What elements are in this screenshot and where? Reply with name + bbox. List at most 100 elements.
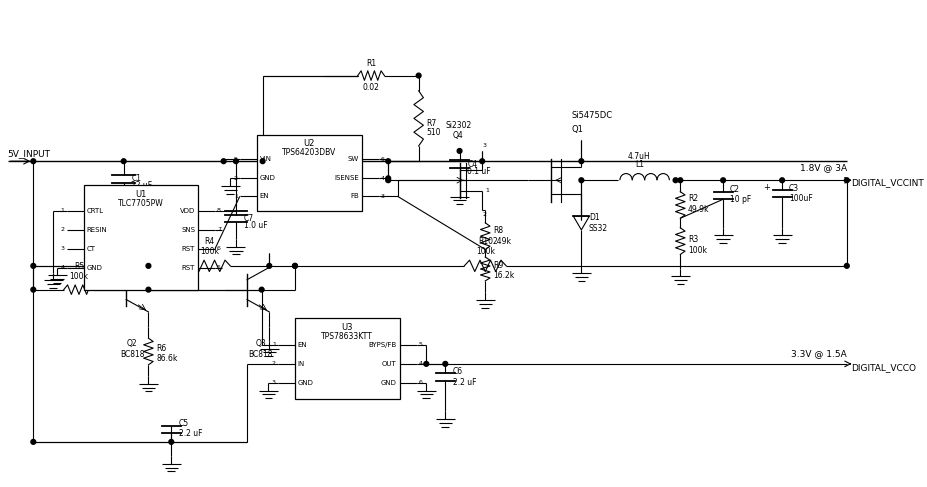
Text: GND: GND — [298, 380, 313, 386]
Text: C4: C4 — [466, 160, 476, 169]
Bar — [295, 318, 400, 399]
Text: 7: 7 — [217, 227, 221, 232]
Text: GND: GND — [380, 380, 397, 386]
Bar — [83, 185, 197, 290]
Text: VIN: VIN — [260, 156, 272, 162]
Text: 5: 5 — [217, 265, 221, 270]
Circle shape — [169, 439, 173, 444]
Text: Q4: Q4 — [452, 131, 464, 140]
Text: EN: EN — [260, 193, 269, 199]
Text: CRTL: CRTL — [86, 207, 104, 214]
Text: U2: U2 — [303, 139, 314, 149]
Circle shape — [386, 178, 390, 183]
Text: 22 uF: 22 uF — [131, 182, 152, 190]
Text: RESIN: RESIN — [86, 227, 108, 233]
Text: 3: 3 — [60, 246, 65, 251]
Text: 5V_INPUT: 5V_INPUT — [7, 150, 51, 158]
Text: 3: 3 — [482, 143, 487, 148]
Text: +: + — [762, 183, 768, 192]
Text: VDD: VDD — [180, 207, 195, 214]
Text: 1: 1 — [234, 194, 237, 199]
Text: 1.0 uF: 1.0 uF — [243, 222, 267, 230]
Circle shape — [442, 361, 447, 366]
Text: 3: 3 — [272, 380, 275, 385]
Text: C5
2.2 uF: C5 2.2 uF — [179, 419, 202, 438]
Circle shape — [386, 176, 390, 181]
Text: 1: 1 — [272, 342, 275, 347]
Circle shape — [479, 159, 484, 164]
Text: 8: 8 — [217, 208, 221, 213]
Circle shape — [146, 287, 151, 292]
Text: 2: 2 — [482, 212, 487, 217]
Circle shape — [121, 159, 126, 164]
Text: EN: EN — [298, 342, 307, 348]
Text: R6
86.6k: R6 86.6k — [156, 344, 177, 363]
Text: 6: 6 — [380, 157, 384, 162]
Circle shape — [234, 159, 238, 164]
Text: TPS78633KTT: TPS78633KTT — [321, 333, 373, 341]
Text: GND: GND — [260, 175, 275, 181]
Text: 510: 510 — [425, 128, 440, 137]
Text: Q2
BC818: Q2 BC818 — [120, 339, 145, 358]
Text: Q1: Q1 — [571, 125, 582, 133]
Text: 1: 1 — [61, 208, 65, 213]
Circle shape — [578, 178, 583, 183]
Text: R1: R1 — [365, 59, 375, 68]
Circle shape — [259, 287, 264, 292]
Text: R9
16.2k: R9 16.2k — [492, 261, 514, 280]
Bar — [257, 134, 362, 211]
Text: C7: C7 — [243, 214, 253, 223]
Text: R8
249k: R8 249k — [492, 226, 512, 246]
Circle shape — [416, 73, 421, 78]
Text: 5: 5 — [418, 342, 422, 347]
Text: FB: FB — [349, 193, 359, 199]
Text: 4.7uH: 4.7uH — [628, 152, 650, 161]
Text: R10
100k: R10 100k — [476, 237, 494, 256]
Text: RST: RST — [182, 246, 195, 252]
Text: 2: 2 — [234, 176, 237, 181]
Circle shape — [844, 263, 848, 268]
Text: 6: 6 — [217, 246, 221, 251]
Text: RST: RST — [182, 265, 195, 271]
Circle shape — [146, 263, 151, 268]
Text: 5: 5 — [234, 157, 237, 162]
Text: 2: 2 — [272, 361, 275, 366]
Text: L1: L1 — [634, 160, 643, 169]
Circle shape — [292, 263, 297, 268]
Circle shape — [578, 159, 583, 164]
Text: 4: 4 — [60, 265, 65, 270]
Text: U3: U3 — [341, 323, 352, 332]
Circle shape — [844, 178, 848, 183]
Circle shape — [779, 178, 783, 183]
Text: C3
100uF: C3 100uF — [788, 184, 812, 203]
Text: DIGITAL_VCCO: DIGITAL_VCCO — [851, 363, 916, 372]
Text: TPS64203DBV: TPS64203DBV — [282, 148, 336, 157]
Circle shape — [386, 159, 390, 164]
Circle shape — [260, 159, 265, 164]
Text: 2: 2 — [60, 227, 65, 232]
Text: C6
2.2 uF: C6 2.2 uF — [452, 368, 476, 387]
Text: R5
100k: R5 100k — [70, 262, 88, 281]
Circle shape — [31, 287, 35, 292]
Text: 4: 4 — [418, 361, 422, 366]
Text: R2
49.9k: R2 49.9k — [687, 194, 708, 214]
Text: SNS: SNS — [181, 227, 195, 233]
Circle shape — [678, 178, 682, 183]
Text: Q3
BC818: Q3 BC818 — [248, 339, 273, 358]
Text: Si5475DC: Si5475DC — [571, 112, 612, 120]
Text: 1.8V @ 3A: 1.8V @ 3A — [799, 164, 846, 172]
Circle shape — [424, 361, 428, 366]
Text: 3: 3 — [380, 194, 384, 199]
Text: C2
10 pF: C2 10 pF — [729, 185, 750, 204]
Circle shape — [31, 439, 35, 444]
Text: 6: 6 — [418, 380, 422, 385]
Circle shape — [672, 178, 678, 183]
Text: TLC7705PW: TLC7705PW — [118, 199, 163, 208]
Text: Si2302: Si2302 — [445, 121, 471, 130]
Text: 0.1 uF: 0.1 uF — [466, 168, 490, 176]
Text: CT: CT — [86, 246, 95, 252]
Text: R7: R7 — [425, 119, 436, 128]
Text: DIGITAL_VCCINT: DIGITAL_VCCINT — [851, 178, 923, 187]
Text: IN: IN — [298, 361, 305, 367]
Text: 1: 1 — [484, 188, 489, 193]
